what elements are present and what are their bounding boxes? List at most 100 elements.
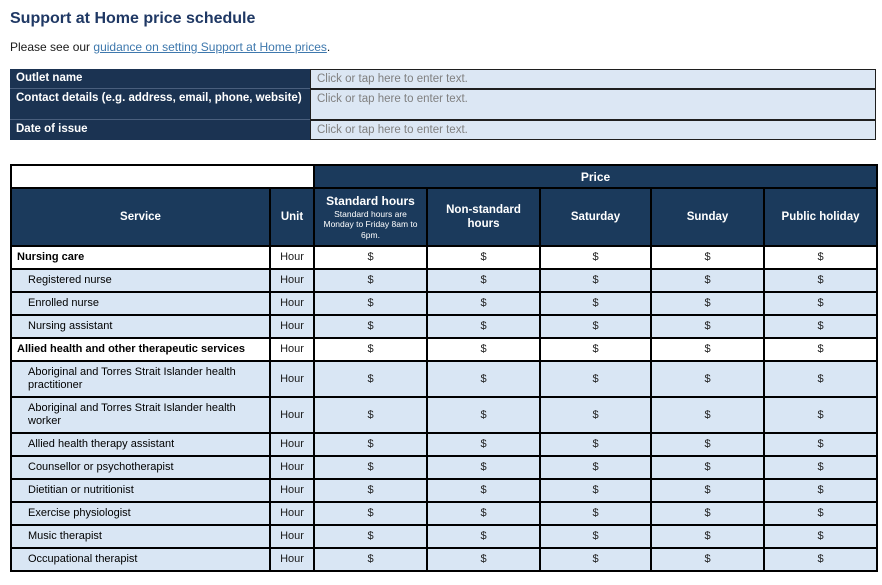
price-cell[interactable]: $ [313, 314, 428, 339]
col-header-standard-hours: Standard hours Standard hours are Monday… [313, 187, 428, 247]
price-cell[interactable]: $ [650, 524, 765, 549]
service-cell: Enrolled nurse [10, 291, 271, 316]
price-cell[interactable]: $ [539, 547, 652, 572]
form-field-input[interactable]: Click or tap here to enter text. [310, 120, 876, 140]
price-cell[interactable]: $ [539, 360, 652, 398]
form-field-label: Date of issue [10, 120, 310, 140]
intro-prefix: Please see our [10, 40, 94, 54]
price-cell[interactable]: $ [762, 547, 879, 572]
price-cell[interactable]: $ [762, 396, 879, 434]
price-cell[interactable]: $ [762, 432, 879, 457]
price-cell[interactable]: $ [650, 245, 765, 270]
price-cell[interactable]: $ [313, 547, 428, 572]
price-cell[interactable]: $ [539, 524, 652, 549]
unit-cell: Hour [269, 455, 315, 480]
price-cell[interactable]: $ [650, 547, 765, 572]
price-cell[interactable]: $ [539, 501, 652, 526]
price-cell[interactable]: $ [313, 268, 428, 293]
price-cell[interactable]: $ [313, 432, 428, 457]
price-cell[interactable]: $ [426, 478, 541, 503]
price-cell[interactable]: $ [762, 478, 879, 503]
price-cell[interactable]: $ [539, 314, 652, 339]
price-cell[interactable]: $ [313, 524, 428, 549]
price-cell[interactable]: $ [426, 268, 541, 293]
price-cell[interactable]: $ [313, 360, 428, 398]
price-cell[interactable]: $ [539, 337, 652, 362]
price-cell[interactable]: $ [650, 314, 765, 339]
col-header-service: Service [10, 187, 271, 247]
price-cell[interactable]: $ [426, 524, 541, 549]
price-cell[interactable]: $ [762, 245, 879, 270]
service-cell: Nursing care [10, 245, 271, 270]
price-cell[interactable]: $ [762, 501, 879, 526]
price-cell[interactable]: $ [539, 478, 652, 503]
price-cell[interactable]: $ [426, 360, 541, 398]
guidance-link[interactable]: guidance on setting Support at Home pric… [93, 40, 327, 54]
table-row: Registered nurse Hour $ $ $ $ $ [10, 268, 879, 293]
price-cell[interactable]: $ [539, 396, 652, 434]
price-cell[interactable]: $ [313, 291, 428, 316]
price-cell[interactable]: $ [650, 478, 765, 503]
price-cell[interactable]: $ [426, 455, 541, 480]
price-cell[interactable]: $ [762, 524, 879, 549]
price-cell[interactable]: $ [426, 337, 541, 362]
price-cell[interactable]: $ [539, 455, 652, 480]
price-cell[interactable]: $ [539, 245, 652, 270]
service-cell: Registered nurse [10, 268, 271, 293]
price-cell[interactable]: $ [650, 501, 765, 526]
col-header-sunday: Sunday [650, 187, 765, 247]
price-schedule-table: Price Service Unit Standard hours Standa… [10, 164, 879, 572]
standard-hours-note: Standard hours are Monday to Friday 8am … [323, 208, 418, 240]
price-cell[interactable]: $ [426, 245, 541, 270]
price-cell[interactable]: $ [313, 478, 428, 503]
price-cell[interactable]: $ [650, 455, 765, 480]
intro-suffix: . [326, 40, 331, 54]
price-cell[interactable]: $ [762, 291, 879, 316]
price-cell[interactable]: $ [426, 314, 541, 339]
unit-cell: Hour [269, 524, 315, 549]
table-row: Allied health therapy assistant Hour $ $ $ $ $ [10, 432, 879, 457]
form-row: Outlet name Click or tap here to enter te… [10, 69, 876, 89]
price-cell[interactable]: $ [313, 501, 428, 526]
col-header-saturday: Saturday [539, 187, 652, 247]
price-cell[interactable]: $ [762, 337, 879, 362]
price-group-header: Price [312, 164, 879, 189]
table-row: Nursing assistant Hour $ $ $ $ $ [10, 314, 879, 339]
table-row: Dietitian or nutritionist Hour $ $ $ $ $ [10, 478, 879, 503]
price-cell[interactable]: $ [313, 396, 428, 434]
price-cell[interactable]: $ [426, 291, 541, 316]
price-cell[interactable]: $ [426, 396, 541, 434]
price-cell[interactable]: $ [426, 432, 541, 457]
unit-cell: Hour [269, 432, 315, 457]
price-cell[interactable]: $ [539, 291, 652, 316]
blank-corner [10, 164, 315, 189]
price-cell[interactable]: $ [650, 396, 765, 434]
service-cell: Nursing assistant [10, 314, 271, 339]
price-cell[interactable]: $ [650, 432, 765, 457]
table-row: Allied health and other therapeutic serv… [10, 337, 879, 362]
service-cell: Aboriginal and Torres Strait Islander he… [10, 360, 271, 398]
price-cell[interactable]: $ [650, 360, 765, 398]
table-row: Aboriginal and Torres Strait Islander he… [10, 396, 879, 434]
price-cell[interactable]: $ [426, 501, 541, 526]
price-cell[interactable]: $ [762, 268, 879, 293]
price-cell[interactable]: $ [762, 360, 879, 398]
price-cell[interactable]: $ [313, 337, 428, 362]
price-cell[interactable]: $ [762, 314, 879, 339]
price-cell[interactable]: $ [426, 547, 541, 572]
form-field-label: Outlet name [10, 69, 310, 89]
form-field-input[interactable]: Click or tap here to enter text. [310, 69, 876, 89]
price-cell[interactable]: $ [313, 245, 428, 270]
unit-cell: Hour [269, 360, 315, 398]
price-cell[interactable]: $ [650, 291, 765, 316]
form-field-input[interactable]: Click or tap here to enter text. [310, 89, 876, 120]
price-cell[interactable]: $ [650, 268, 765, 293]
price-cell[interactable]: $ [650, 337, 765, 362]
unit-cell: Hour [269, 291, 315, 316]
price-cell[interactable]: $ [313, 455, 428, 480]
price-cell[interactable]: $ [539, 268, 652, 293]
unit-cell: Hour [269, 501, 315, 526]
service-cell: Dietitian or nutritionist [10, 478, 271, 503]
price-cell[interactable]: $ [539, 432, 652, 457]
price-cell[interactable]: $ [762, 455, 879, 480]
